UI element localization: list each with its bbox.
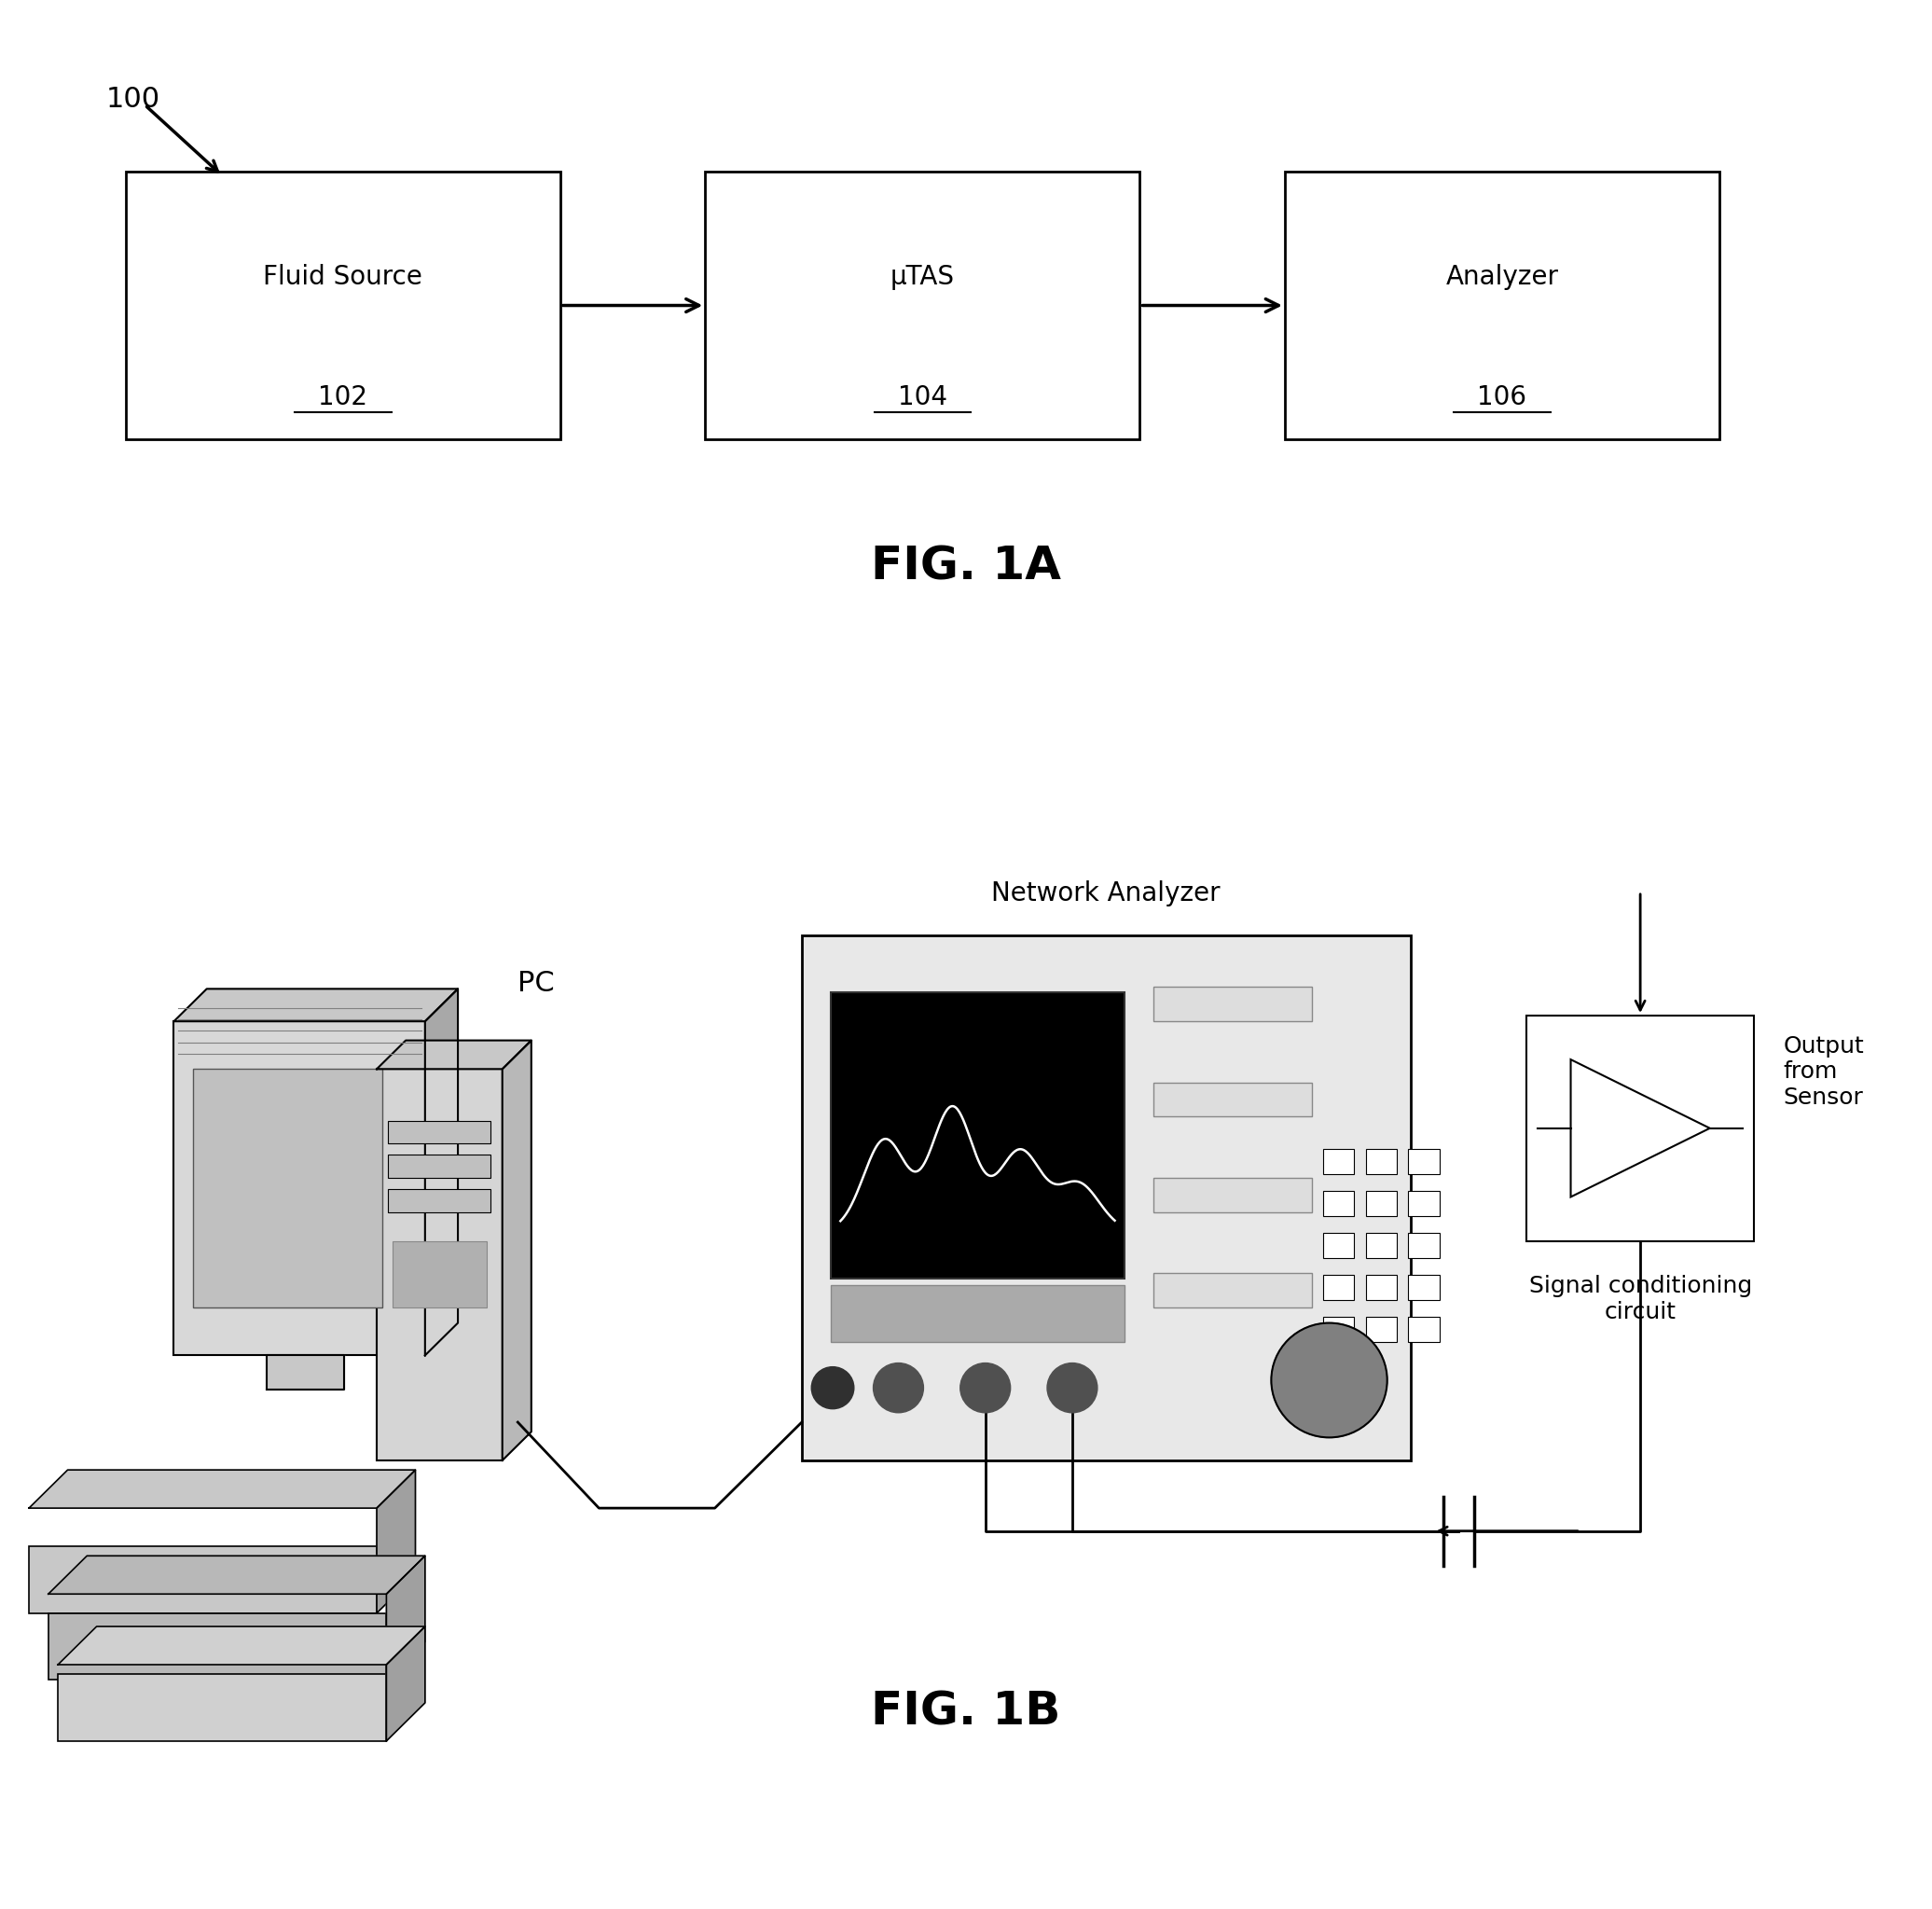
Bar	[1366, 1149, 1397, 1174]
Polygon shape	[174, 989, 458, 1021]
Polygon shape	[58, 1626, 425, 1665]
Polygon shape	[1571, 1059, 1710, 1197]
Text: μTAS: μTAS	[891, 263, 954, 290]
Bar	[802, 935, 1410, 1460]
Bar	[58, 1674, 386, 1741]
Text: Network Analyzer: Network Analyzer	[991, 880, 1221, 907]
Bar	[1408, 1275, 1439, 1300]
Bar	[193, 1069, 383, 1308]
Bar	[388, 1155, 491, 1178]
Polygon shape	[267, 1355, 344, 1390]
Bar	[126, 172, 560, 439]
Polygon shape	[48, 1556, 425, 1594]
Polygon shape	[377, 1470, 415, 1613]
Text: Fluid Source: Fluid Source	[263, 263, 423, 290]
Polygon shape	[377, 1040, 531, 1069]
Bar	[377, 1069, 502, 1460]
Text: 106: 106	[1478, 384, 1526, 410]
Text: FIG. 1A: FIG. 1A	[871, 544, 1061, 588]
Bar	[1408, 1149, 1439, 1174]
Text: 100: 100	[106, 86, 160, 113]
Polygon shape	[29, 1470, 415, 1508]
Text: Analyzer: Analyzer	[1445, 263, 1559, 290]
Bar	[831, 1285, 1124, 1342]
Text: Output
from
Sensor: Output from Sensor	[1783, 1035, 1864, 1109]
Circle shape	[1271, 1323, 1387, 1437]
Bar	[1153, 987, 1312, 1021]
Text: PC: PC	[518, 970, 554, 996]
Bar	[1323, 1191, 1354, 1216]
Polygon shape	[386, 1556, 425, 1680]
Bar	[1323, 1317, 1354, 1342]
Bar	[1408, 1233, 1439, 1258]
Bar	[174, 1021, 425, 1355]
Polygon shape	[425, 989, 458, 1355]
Bar	[705, 172, 1140, 439]
Bar	[1323, 1149, 1354, 1174]
Bar	[1366, 1317, 1397, 1342]
Bar	[1366, 1191, 1397, 1216]
Text: FIG. 1B: FIG. 1B	[871, 1689, 1061, 1733]
Bar	[1323, 1275, 1354, 1300]
Polygon shape	[502, 1040, 531, 1460]
Bar	[29, 1546, 377, 1613]
Circle shape	[1047, 1363, 1097, 1413]
Text: 104: 104	[898, 384, 947, 410]
Text: Signal conditioning
circuit: Signal conditioning circuit	[1528, 1275, 1752, 1323]
Bar	[1323, 1233, 1354, 1258]
Bar	[48, 1613, 386, 1680]
Bar	[1366, 1275, 1397, 1300]
Bar	[1526, 1016, 1754, 1241]
Bar	[1153, 1178, 1312, 1212]
Bar	[1285, 172, 1719, 439]
Bar	[392, 1241, 487, 1308]
Bar	[388, 1121, 491, 1143]
Circle shape	[960, 1363, 1010, 1413]
Text: 102: 102	[319, 384, 367, 410]
Bar	[1153, 1273, 1312, 1308]
Bar	[388, 1189, 491, 1212]
Bar	[1153, 1082, 1312, 1117]
Bar	[1408, 1317, 1439, 1342]
Bar	[1366, 1233, 1397, 1258]
Bar	[1408, 1191, 1439, 1216]
Circle shape	[811, 1367, 854, 1409]
Polygon shape	[386, 1626, 425, 1741]
Bar	[831, 993, 1124, 1279]
Circle shape	[873, 1363, 923, 1413]
